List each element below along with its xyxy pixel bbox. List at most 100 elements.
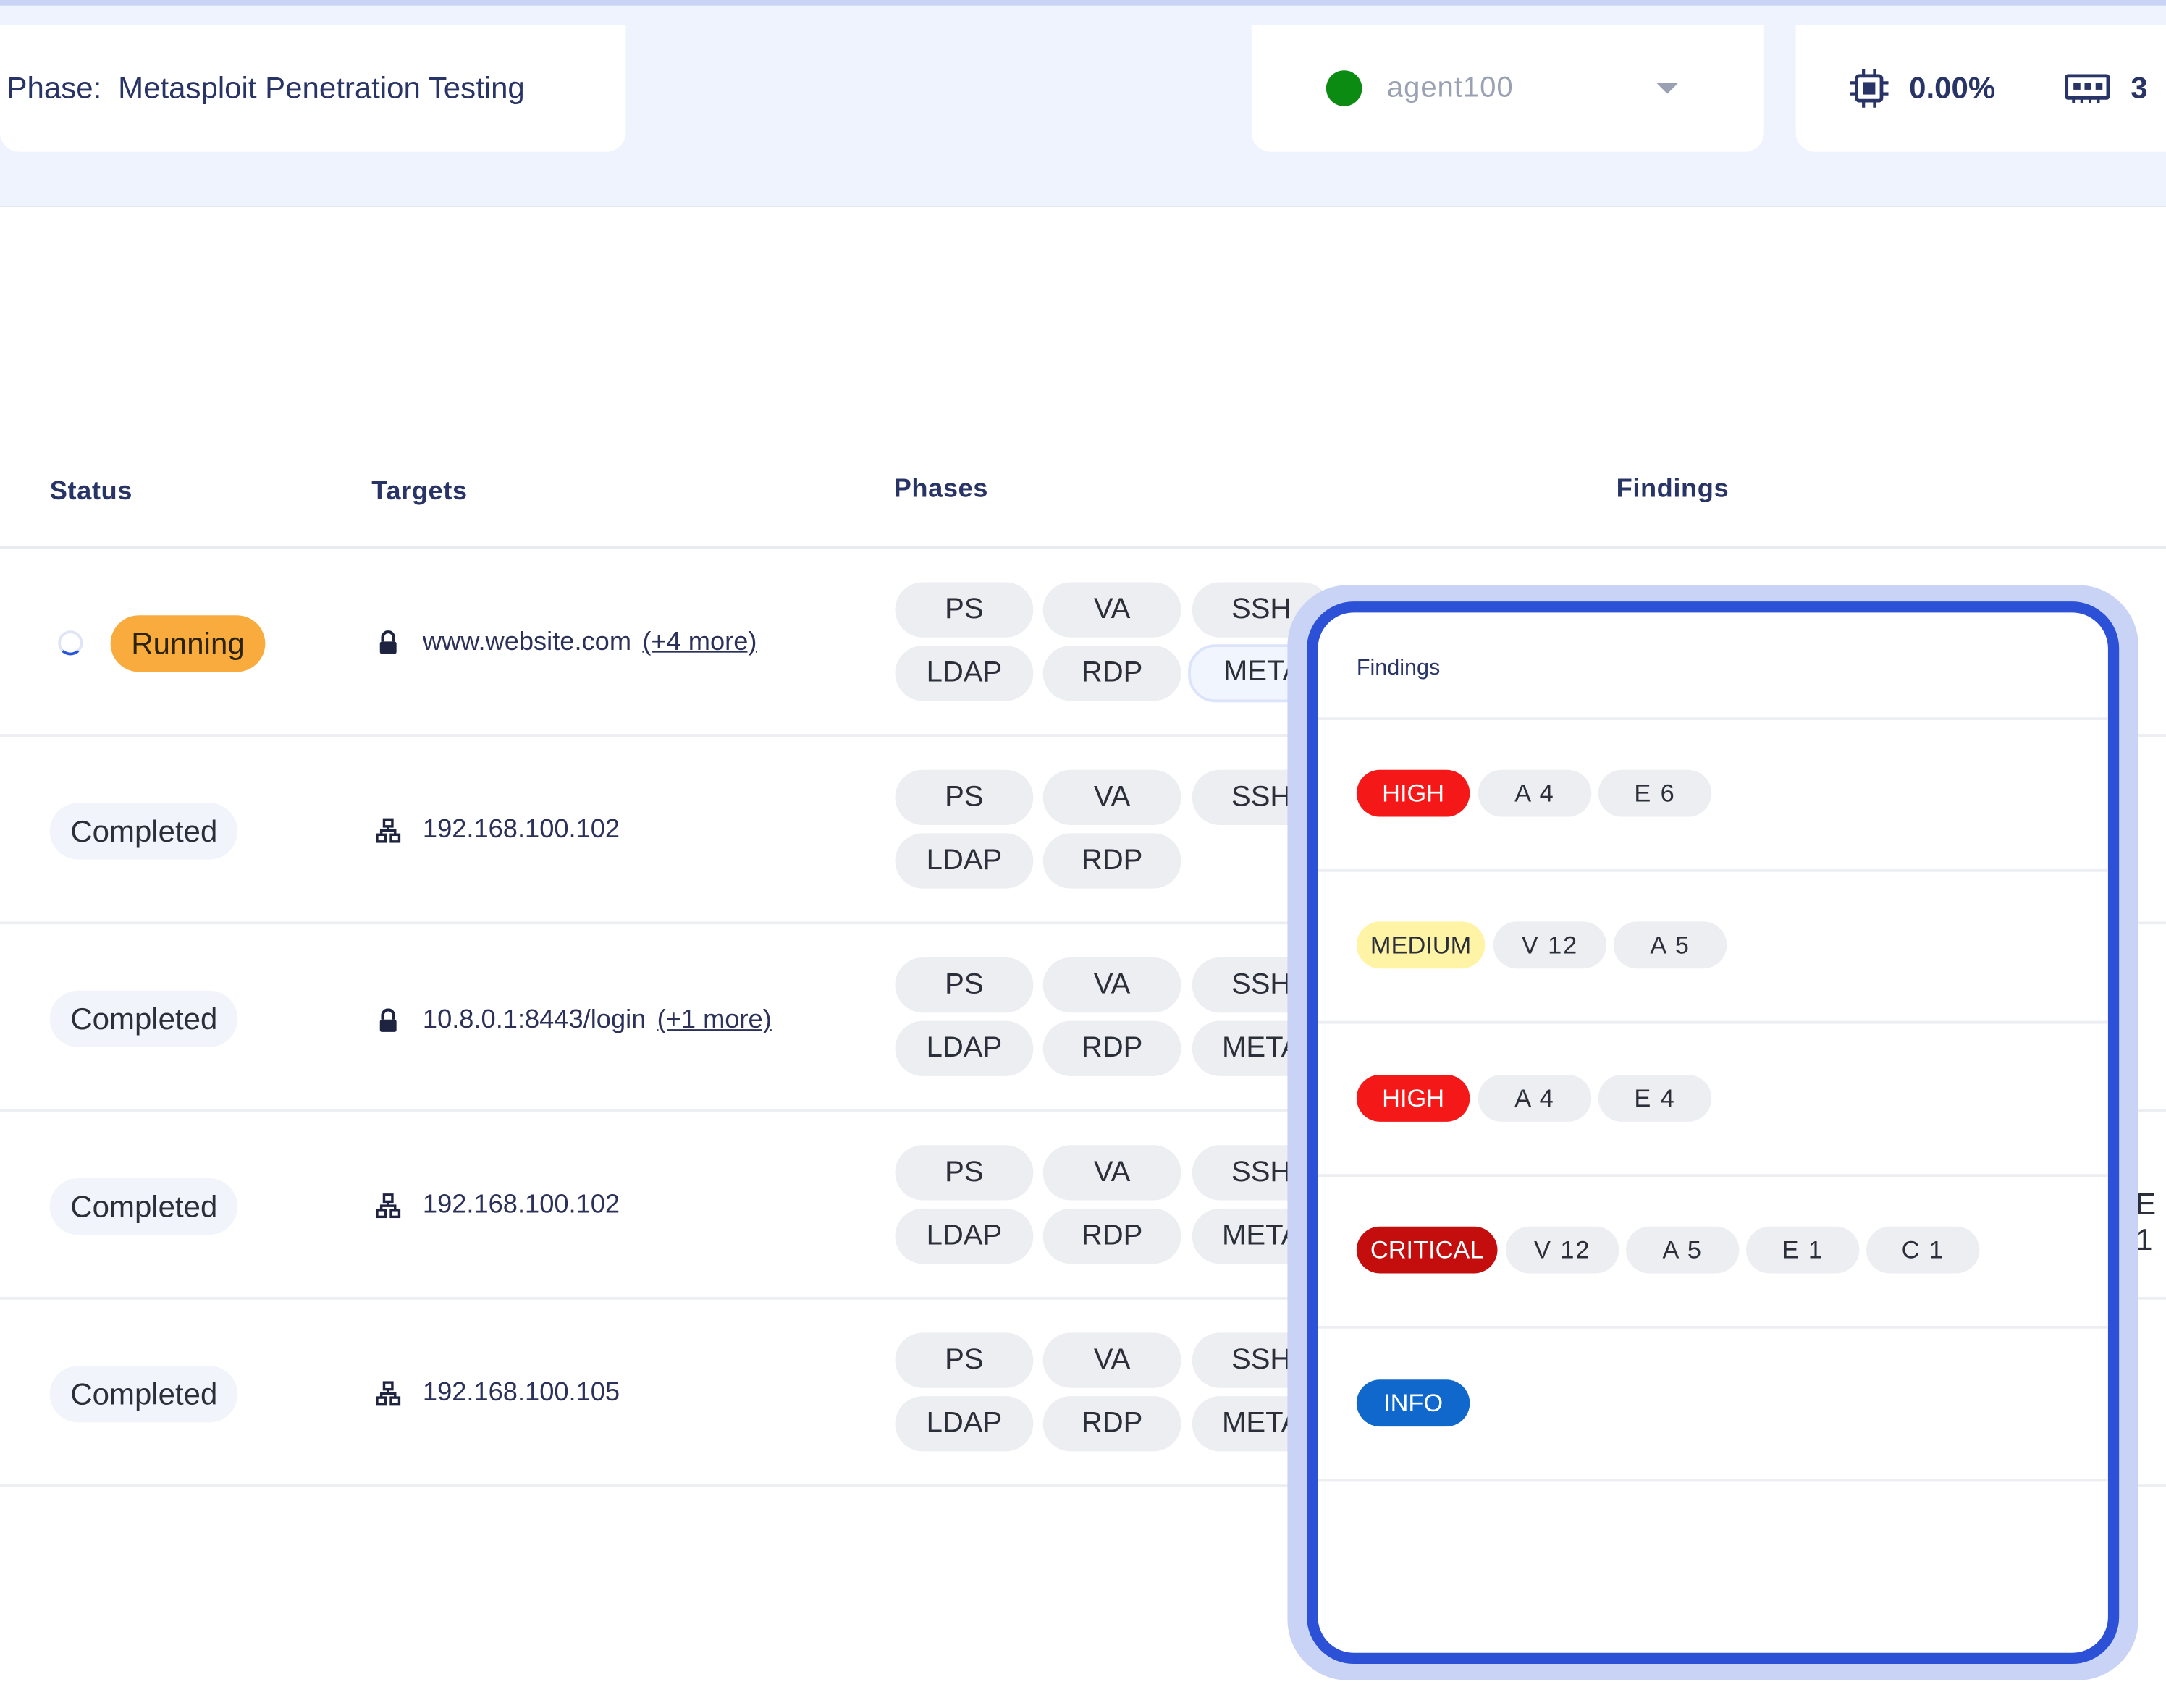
- status-cell: Completed: [49, 1112, 238, 1299]
- phase-chip[interactable]: LDAP: [895, 833, 1034, 889]
- divider: [1318, 717, 2108, 721]
- lock-icon: [376, 630, 400, 655]
- top-bar: Phase: Metasploit Penetration Testing ag…: [0, 0, 2166, 207]
- chevron-down-icon[interactable]: [1656, 83, 1679, 94]
- severity-badge-critical: CRITICAL: [1356, 1226, 1498, 1274]
- finding-chip: E 1: [1745, 1226, 1860, 1274]
- status-cell: Running: [50, 549, 266, 737]
- lock-icon: [376, 1008, 400, 1033]
- phase-chip[interactable]: RDP: [1042, 1020, 1181, 1076]
- phase-chip[interactable]: VA: [1042, 1332, 1181, 1388]
- severity-badge-info: INFO: [1356, 1379, 1470, 1427]
- phase-value: Metasploit Penetration Testing: [118, 70, 525, 105]
- memory-value: 3: [2131, 70, 2148, 105]
- phase-chip[interactable]: LDAP: [895, 1020, 1034, 1076]
- resource-stats: 0.00% 3: [1795, 25, 2166, 152]
- phase-chip[interactable]: PS: [895, 957, 1034, 1013]
- phase-chip[interactable]: RDP: [1042, 1208, 1181, 1264]
- memory-icon: [2065, 74, 2111, 103]
- more-targets-link[interactable]: (+1 more): [657, 1005, 772, 1035]
- findings-row[interactable]: CRITICAL V 12 A 5 E 1 C 1: [1356, 1226, 1986, 1274]
- agent-selector[interactable]: agent100: [1251, 25, 1764, 152]
- finding-chip: A 5: [1625, 1226, 1740, 1274]
- status-cell: Completed: [49, 924, 238, 1112]
- phase-chip[interactable]: LDAP: [895, 1208, 1034, 1264]
- phase-chip[interactable]: PS: [895, 1145, 1034, 1201]
- target-text[interactable]: www.website.com: [422, 627, 632, 657]
- phase-chip[interactable]: LDAP: [895, 1396, 1034, 1452]
- phase-chip[interactable]: PS: [895, 769, 1034, 825]
- column-targets[interactable]: Targets: [371, 477, 468, 507]
- loading-spinner-icon: [58, 630, 83, 656]
- divider: [1318, 1325, 2108, 1329]
- status-cell: Completed: [49, 737, 238, 924]
- target-cell: 10.8.0.1:8443/login (+1 more): [376, 927, 772, 1115]
- status-badge: Running: [110, 614, 266, 672]
- finding-chip: V 12: [1493, 921, 1607, 969]
- phase-chip[interactable]: VA: [1042, 1145, 1181, 1201]
- severity-badge-medium: MEDIUM: [1356, 921, 1486, 969]
- network-icon: [376, 1381, 401, 1406]
- memory-stat: 3: [2065, 70, 2148, 106]
- finding-chip: E 6: [1598, 769, 1712, 817]
- cpu-stat: 0.00%: [1848, 67, 1995, 109]
- table-row[interactable]: Completed 192.168.100.102 PS VA SSH LDAP…: [0, 737, 2166, 925]
- table-row[interactable]: Running www.website.com (+4 more) PS VA …: [0, 549, 2166, 737]
- finding-chip: A 5: [1613, 921, 1727, 969]
- target-text[interactable]: 192.168.100.102: [422, 815, 620, 845]
- phase-chip[interactable]: RDP: [1042, 833, 1181, 889]
- findings-row[interactable]: HIGH A 4 E 6: [1356, 769, 1719, 817]
- target-text[interactable]: 192.168.100.105: [422, 1378, 620, 1408]
- findings-row[interactable]: HIGH A 4 E 4: [1356, 1075, 1719, 1122]
- phase-chip[interactable]: VA: [1042, 582, 1181, 638]
- phase-chip[interactable]: PS: [895, 582, 1034, 638]
- divider: [1318, 1479, 2108, 1482]
- findings-chip-clipped: E 1: [2136, 1186, 2157, 1257]
- network-icon: [376, 1193, 401, 1219]
- phase-chip[interactable]: RDP: [1042, 1396, 1181, 1452]
- findings-row[interactable]: INFO: [1356, 1379, 1478, 1427]
- target-text[interactable]: 192.168.100.102: [422, 1191, 620, 1220]
- phase-chip[interactable]: VA: [1042, 769, 1181, 825]
- divider: [1318, 1174, 2108, 1178]
- agent-name: agent100: [1386, 72, 1514, 103]
- finding-chip: V 12: [1505, 1226, 1619, 1274]
- target-text[interactable]: 10.8.0.1:8443/login: [422, 1005, 646, 1035]
- findings-popover[interactable]: Findings HIGH A 4 E 6 MEDIUM V 12 A 5 HI…: [1307, 601, 2120, 1664]
- column-findings[interactable]: Findings: [1616, 474, 1729, 504]
- table-row[interactable]: Completed 192.168.100.102 PS VA SSH LDAP…: [0, 1112, 2166, 1300]
- finding-chip: E 4: [1598, 1075, 1712, 1122]
- agent-status-dot: [1326, 70, 1362, 106]
- phase-chip[interactable]: VA: [1042, 957, 1181, 1013]
- phase-chip[interactable]: PS: [895, 1332, 1034, 1388]
- phase-chip[interactable]: META: [1192, 1396, 1331, 1452]
- cpu-value: 0.00%: [1909, 70, 1996, 105]
- status-badge: Completed: [49, 989, 238, 1047]
- target-cell: 192.168.100.102: [376, 1112, 620, 1299]
- severity-badge-high: HIGH: [1356, 1075, 1470, 1122]
- finding-chip: A 4: [1478, 769, 1592, 817]
- findings-popover-frame: Findings HIGH A 4 E 6 MEDIUM V 12 A 5 HI…: [1287, 585, 2138, 1680]
- more-targets-link[interactable]: (+4 more): [642, 627, 757, 657]
- target-cell: 192.168.100.105: [376, 1300, 620, 1487]
- phase-chip[interactable]: LDAP: [895, 646, 1034, 701]
- phase-label: Phase:: [7, 70, 102, 105]
- target-cell: 192.168.100.102: [376, 737, 620, 924]
- column-status[interactable]: Status: [49, 477, 132, 507]
- status-badge: Completed: [49, 1178, 238, 1235]
- table-header: Status Targets Phases Findings: [0, 455, 2166, 549]
- popover-title: Findings: [1356, 656, 1441, 680]
- status-badge: Completed: [49, 802, 238, 859]
- findings-row[interactable]: MEDIUM V 12 A 5: [1356, 921, 1734, 969]
- phase-chip[interactable]: RDP: [1042, 646, 1181, 701]
- divider: [1318, 1020, 2108, 1024]
- divider: [1318, 868, 2108, 872]
- column-phases[interactable]: Phases: [893, 474, 989, 504]
- target-cell: www.website.com (+4 more): [376, 549, 757, 737]
- status-badge: Completed: [49, 1365, 238, 1422]
- phase-card: Phase: Metasploit Penetration Testing: [0, 25, 626, 152]
- severity-badge-high: HIGH: [1356, 769, 1470, 817]
- network-icon: [376, 818, 401, 843]
- cpu-icon: [1850, 69, 1889, 108]
